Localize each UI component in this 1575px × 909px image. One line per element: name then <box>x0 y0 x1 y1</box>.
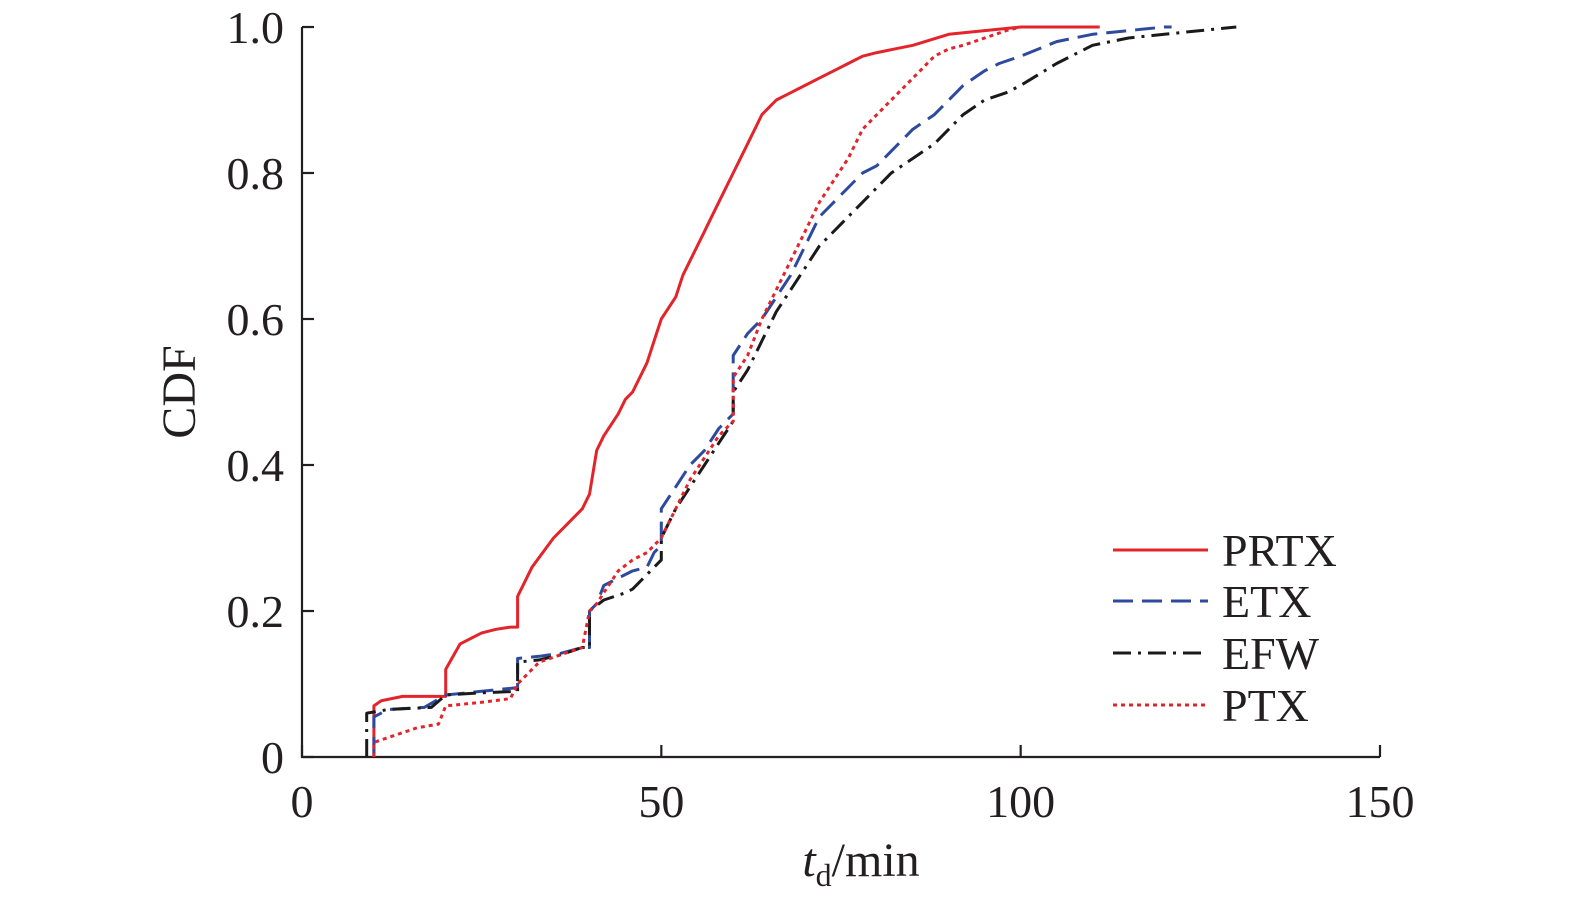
x-axis-title-subscript: d <box>816 857 832 893</box>
x-axis-title: td/min <box>802 834 919 893</box>
legend-label-etx: ETX <box>1222 576 1311 627</box>
legend-label-prtx: PRTX <box>1222 525 1337 576</box>
y-tick-label: 0.8 <box>227 148 285 199</box>
series-lines <box>365 25 1237 757</box>
tick-marks <box>300 25 1382 759</box>
x-axis-title-unit: /min <box>832 834 920 887</box>
legend-label-ptx: PTX <box>1222 680 1309 731</box>
y-tick-label: 0 <box>261 732 284 783</box>
axis-frame <box>300 27 1380 759</box>
x-tick-label: 0 <box>291 776 314 827</box>
series-line-etx <box>372 25 1172 757</box>
x-tick-label: 150 <box>1346 776 1415 827</box>
series-line-prtx <box>372 25 1100 757</box>
y-axis-title: CDF <box>153 345 206 438</box>
y-tick-label: 0.4 <box>227 440 285 491</box>
tick-labels: 0 0.2 0.4 0.6 0.8 1.0 0 50 100 150 <box>227 2 1415 827</box>
series-line-efw <box>365 25 1237 757</box>
x-tick-label: 50 <box>638 776 684 827</box>
y-tick-label: 0.2 <box>227 586 285 637</box>
legend-label-efw: EFW <box>1222 628 1320 679</box>
x-axis-title-main: t <box>802 834 817 887</box>
y-tick-label: 0.6 <box>227 294 285 345</box>
x-tick-label: 100 <box>986 776 1055 827</box>
y-tick-label: 1.0 <box>227 2 285 53</box>
axes <box>300 27 1380 759</box>
series-line-ptx <box>372 25 1093 757</box>
